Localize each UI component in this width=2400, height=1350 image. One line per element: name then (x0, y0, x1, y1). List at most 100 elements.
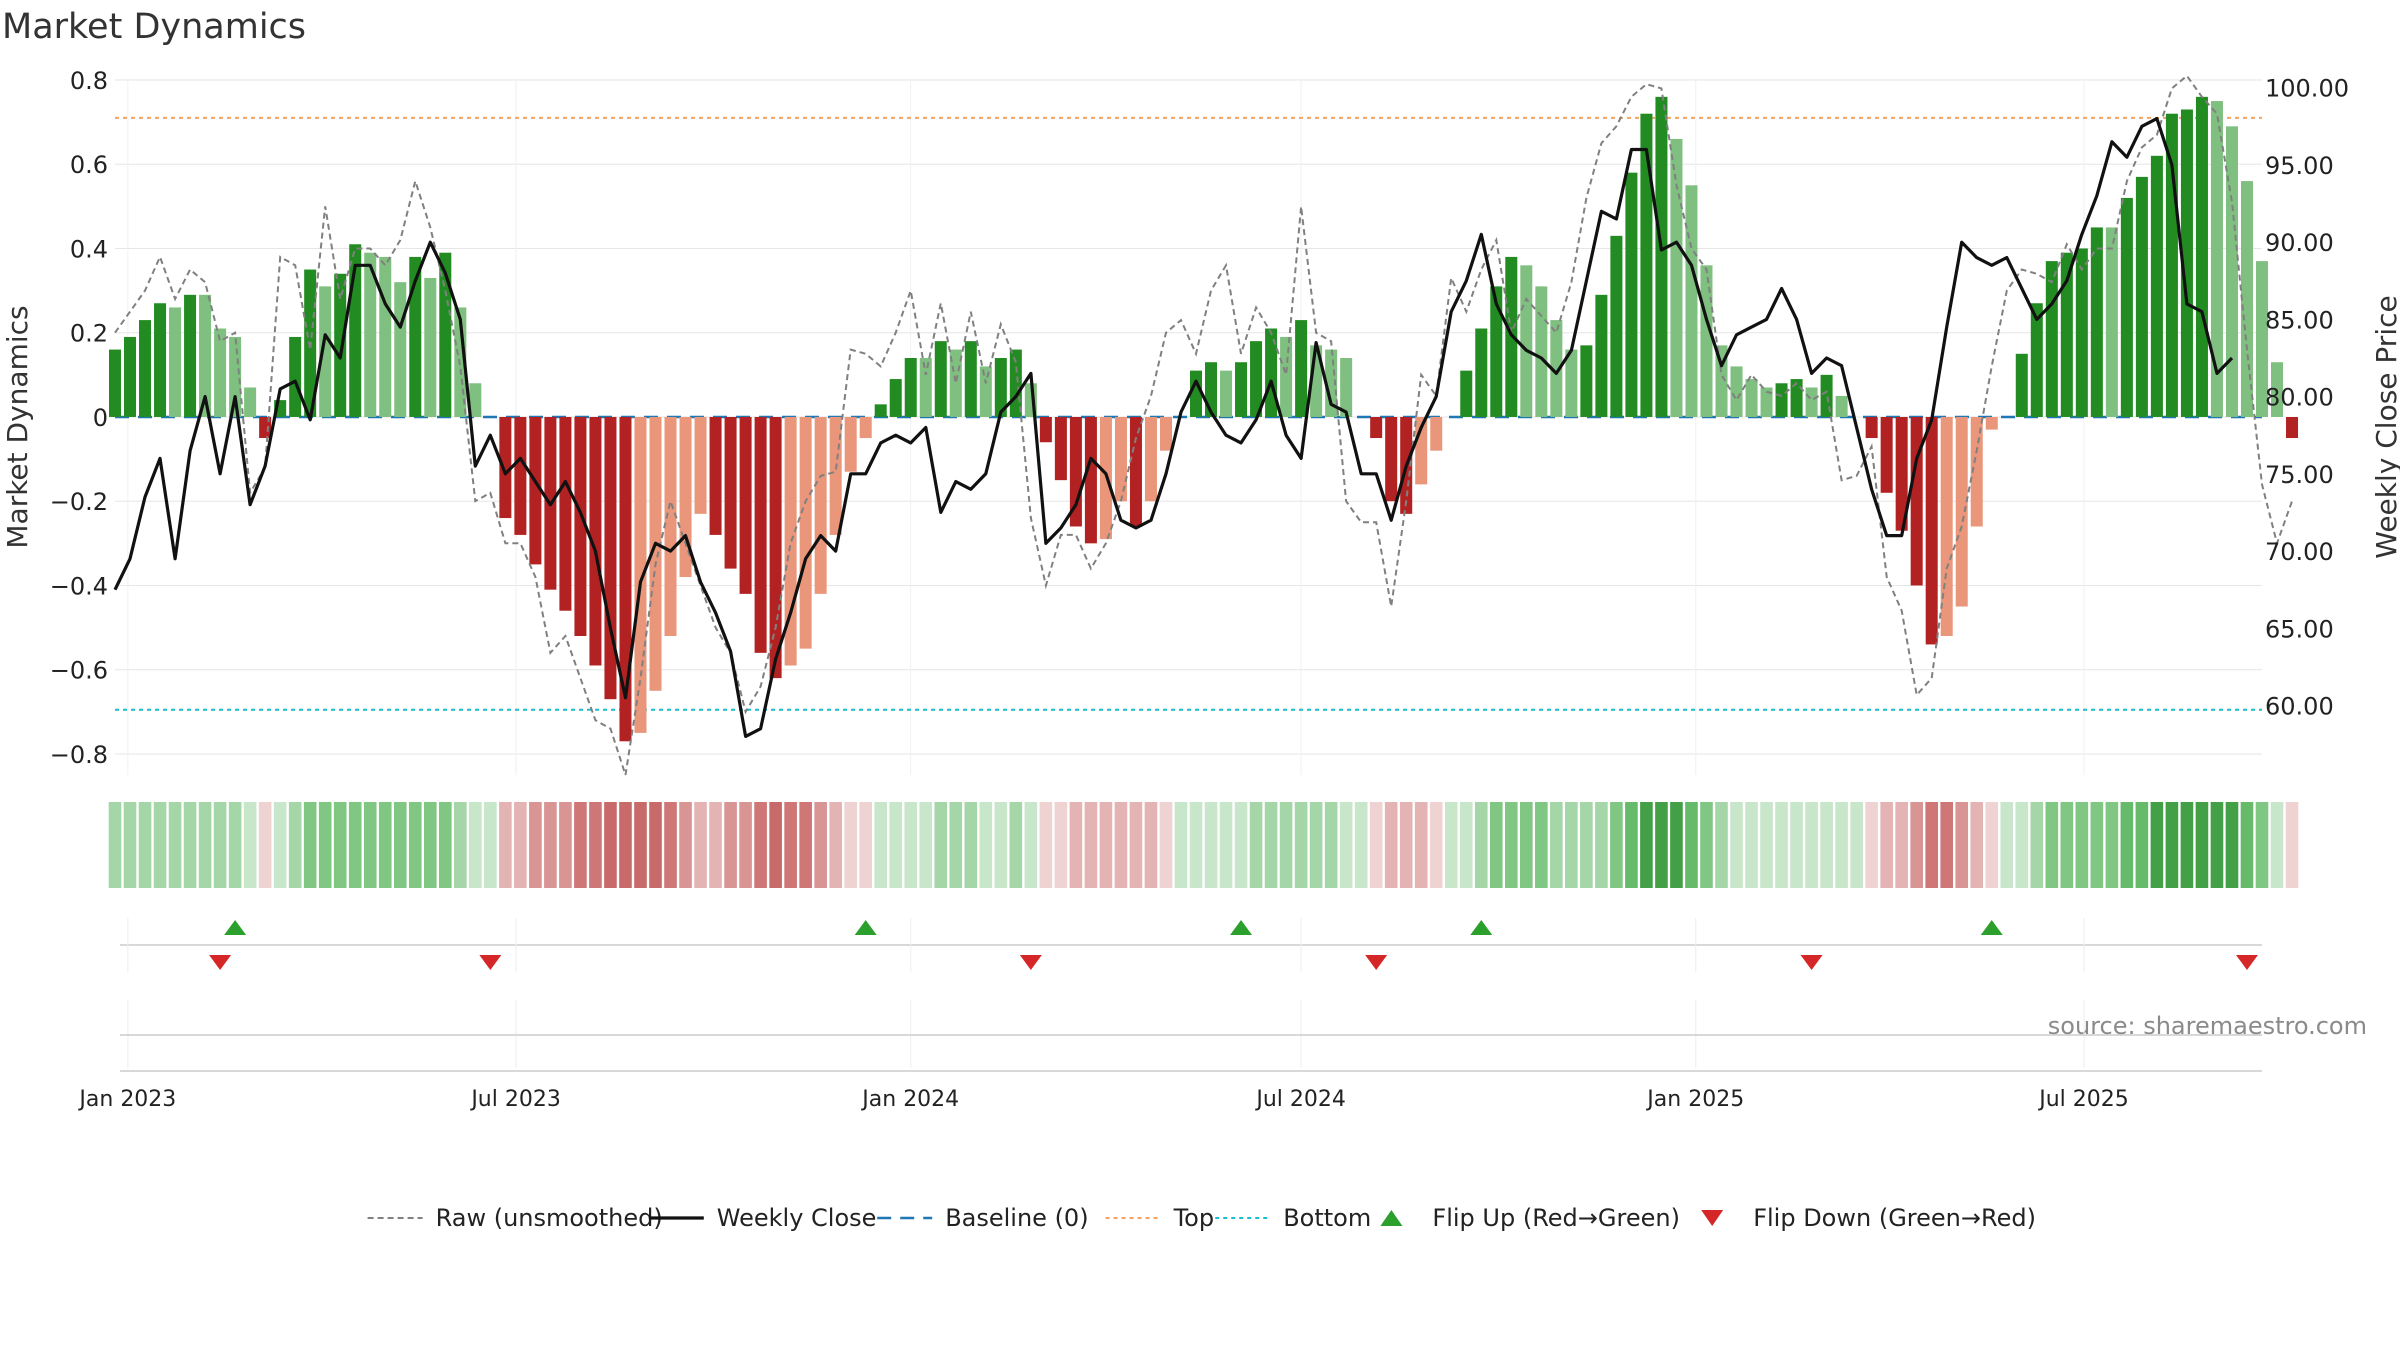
strip-cell (1489, 802, 1503, 888)
dynamics-bar (724, 416, 737, 569)
strip-cell (1595, 802, 1608, 888)
strip-cell (799, 802, 812, 888)
dynamics-bar (2225, 126, 2238, 417)
strip-cell (1835, 802, 1848, 888)
dynamics-bar (1084, 416, 1097, 544)
strip-cell (423, 802, 437, 888)
right-axis-label: Weekly Close Price (2370, 295, 2400, 558)
dynamics-bar (1159, 416, 1172, 451)
dynamics-bar (1790, 379, 1803, 417)
dynamics-bar (2255, 261, 2269, 417)
strip-cell (258, 802, 272, 888)
strip-cell (243, 802, 257, 888)
strip-cell (1880, 802, 1893, 888)
dynamics-bar (244, 387, 257, 417)
dynamics-bar (108, 349, 122, 417)
strip-cell (183, 802, 197, 888)
dynamics-bar (1640, 113, 1653, 417)
dynamics-bar (2271, 362, 2284, 417)
strip-cell (2180, 802, 2194, 888)
strip-cell (2000, 802, 2014, 888)
dynamics-bar (904, 358, 917, 417)
strip-cell (1114, 802, 1128, 888)
dynamics-bar (1940, 416, 1953, 636)
right-axis-ticks: 100.00 95.00 90.00 85.00 80.00 75.00 70.00 65.0… (2265, 75, 2349, 721)
dynamics-bar (1595, 294, 1608, 417)
dynamics-bar (214, 328, 227, 417)
strip-cell (1369, 802, 1383, 888)
strip-cell (1985, 802, 1999, 888)
dynamics-bar (1280, 336, 1293, 417)
strip-cell (1640, 802, 1653, 888)
dynamics-bar (424, 277, 437, 417)
dynamics-bar (2060, 252, 2073, 417)
dynamics-bar (2045, 261, 2058, 417)
strip-cell (1039, 802, 1053, 888)
strip-cell (1009, 802, 1023, 888)
legend-label: Weekly Close (717, 1204, 877, 1232)
strip-cell (1054, 802, 1068, 888)
reference-lines (115, 116, 2262, 711)
strip-cell (1384, 802, 1398, 888)
strip-cell (949, 802, 963, 888)
dynamics-bar (2090, 227, 2103, 417)
main-panel-grid (115, 79, 2262, 775)
dynamics-bar (1715, 345, 1728, 417)
legend-label: Flip Down (Green→Red) (1753, 1204, 2036, 1232)
dynamics-bar (469, 383, 482, 417)
right-tick-label: 95.00 (2265, 152, 2334, 180)
strip-cell (739, 802, 752, 888)
flip-down-marker (2235, 955, 2258, 970)
dynamics-bar (1340, 358, 1353, 417)
dynamics-bar (379, 256, 392, 417)
strip-cell (544, 802, 557, 888)
strip-cell (1685, 802, 1698, 888)
strip-cell (499, 802, 512, 888)
strip-cell (2210, 802, 2224, 888)
strip-cell (1520, 802, 1533, 888)
strip-cell (934, 802, 948, 888)
strip-cell (2270, 802, 2284, 888)
left-tick-label: 0.4 (70, 235, 108, 263)
dynamics-bar (514, 416, 527, 535)
dynamics-bar (889, 379, 902, 417)
strip-cell (1775, 802, 1788, 888)
strip-cell (2225, 802, 2239, 888)
strip-cell (589, 802, 602, 888)
dynamics-bar (1610, 235, 1623, 417)
dynamics-bar (199, 294, 212, 417)
strip-cell (1955, 802, 1969, 888)
strip-cell (2105, 802, 2119, 888)
right-tick-label: 80.00 (2265, 384, 2334, 412)
strip-cell (1970, 802, 1984, 888)
right-tick-label: 65.00 (2265, 615, 2334, 643)
dynamics-bar (919, 358, 932, 417)
strip-cell (2195, 802, 2209, 888)
strip-cell (1474, 802, 1488, 888)
strip-cell (634, 802, 647, 888)
dynamics-bar (364, 252, 377, 417)
right-tick-label: 75.00 (2265, 461, 2334, 489)
strip-cell (1850, 802, 1863, 888)
dynamics-bar (709, 416, 722, 535)
left-tick-label: −0.2 (50, 488, 108, 516)
dynamics-bar (289, 336, 302, 417)
strip-cell (168, 802, 182, 888)
strip-cell (1144, 802, 1158, 888)
strip-cell (393, 802, 407, 888)
strip-cell (754, 802, 767, 888)
strip-cell (2255, 802, 2269, 888)
raw-line (114, 74, 2293, 776)
strip-cell (619, 802, 632, 888)
dynamics-bar (2180, 109, 2193, 417)
strip-cell (919, 802, 933, 888)
strip-cell (2015, 802, 2029, 888)
strip-cell (1550, 802, 1563, 888)
strip-cell (1760, 802, 1773, 888)
dynamics-bar (1235, 362, 1248, 417)
strip-cell (2060, 802, 2074, 888)
dynamics-bar (964, 341, 977, 417)
dynamics-bar (2240, 181, 2253, 417)
strip-cell (469, 802, 482, 888)
strip-cell (1189, 802, 1203, 888)
